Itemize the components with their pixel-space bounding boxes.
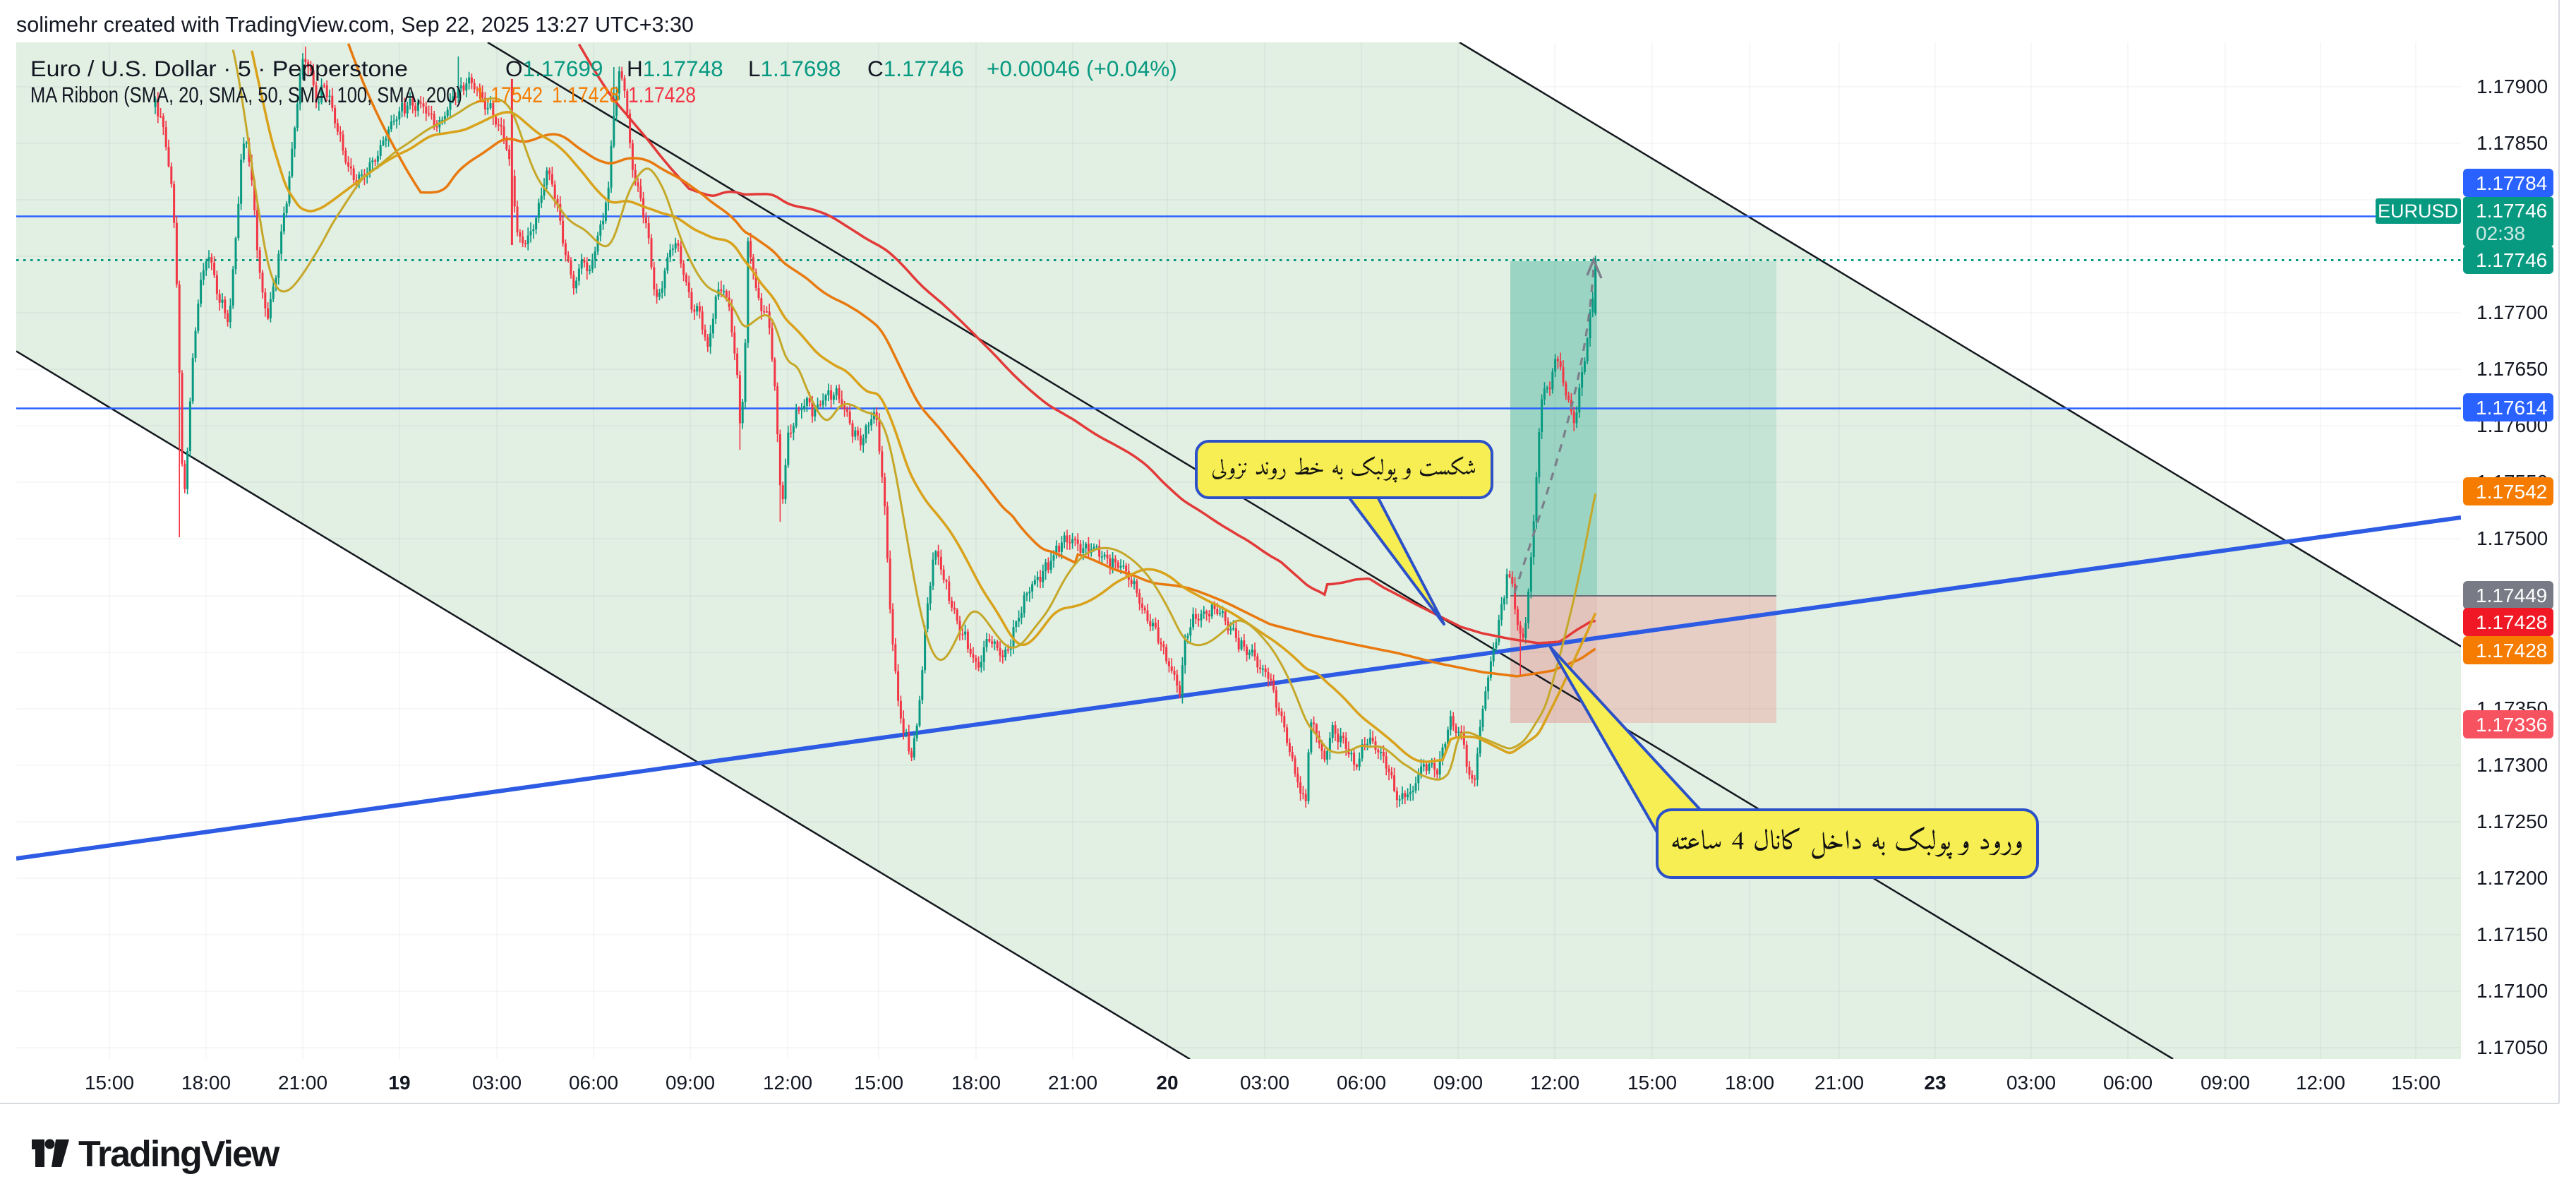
svg-text:12:00: 12:00 — [1530, 1072, 1579, 1094]
svg-text:+0.00046 (+0.04%): +0.00046 (+0.04%) — [987, 56, 1177, 81]
svg-text:1.17542: 1.17542 — [475, 82, 543, 107]
svg-text:L1.17698: L1.17698 — [748, 56, 841, 81]
svg-text:1.17428: 1.17428 — [2476, 640, 2547, 662]
svg-text:TradingView: TradingView — [78, 1134, 280, 1175]
svg-text:18:00: 18:00 — [181, 1072, 231, 1094]
svg-text:06:00: 06:00 — [569, 1072, 618, 1094]
svg-text:18:00: 18:00 — [951, 1072, 1001, 1094]
svg-text:solimehr created with TradingV: solimehr created with TradingView.com, S… — [16, 13, 694, 37]
svg-text:EURUSD: EURUSD — [2378, 200, 2458, 222]
svg-text:15:00: 15:00 — [85, 1072, 134, 1094]
svg-text:15:00: 15:00 — [854, 1072, 903, 1094]
svg-text:1.17150: 1.17150 — [2476, 923, 2548, 945]
svg-text:1.17784: 1.17784 — [2476, 172, 2547, 194]
svg-text:09:00: 09:00 — [1433, 1072, 1483, 1094]
svg-text:06:00: 06:00 — [1337, 1072, 1386, 1094]
svg-text:18:00: 18:00 — [1725, 1072, 1774, 1094]
svg-text:21:00: 21:00 — [1048, 1072, 1097, 1094]
svg-text:09:00: 09:00 — [666, 1072, 715, 1094]
svg-text:1.17428: 1.17428 — [628, 82, 696, 107]
svg-text:03:00: 03:00 — [1240, 1072, 1289, 1094]
svg-text:1.17428: 1.17428 — [552, 82, 620, 107]
svg-text:21:00: 21:00 — [1814, 1072, 1864, 1094]
svg-text:1.17614: 1.17614 — [2476, 397, 2547, 419]
svg-text:12:00: 12:00 — [763, 1072, 812, 1094]
svg-text:1.17542: 1.17542 — [2476, 481, 2547, 503]
svg-text:1.17650: 1.17650 — [2476, 358, 2548, 380]
svg-text:1.17746: 1.17746 — [2476, 249, 2547, 271]
svg-text:1.17900: 1.17900 — [2476, 76, 2548, 97]
svg-text:1.17746: 1.17746 — [2476, 200, 2547, 222]
svg-text:23: 23 — [1924, 1072, 1946, 1094]
svg-text:15:00: 15:00 — [1627, 1072, 1677, 1094]
svg-text:1.17336: 1.17336 — [2476, 714, 2547, 736]
svg-text:1.17850: 1.17850 — [2476, 132, 2548, 154]
svg-text:MA Ribbon (SMA, 20, SMA, 50, S: MA Ribbon (SMA, 20, SMA, 50, SMA, 100, S… — [30, 82, 462, 107]
svg-text:1.17300: 1.17300 — [2476, 754, 2548, 776]
svg-text:15:00: 15:00 — [2391, 1072, 2440, 1094]
svg-text:03:00: 03:00 — [2006, 1072, 2056, 1094]
svg-text:1.17449: 1.17449 — [2476, 585, 2547, 606]
svg-text:09:00: 09:00 — [2201, 1072, 2250, 1094]
svg-text:C1.17746: C1.17746 — [867, 56, 964, 81]
svg-text:Euro / U.S. Dollar · 5 · Peppe: Euro / U.S. Dollar · 5 · Pepperstone — [30, 56, 408, 81]
svg-text:19: 19 — [388, 1072, 410, 1094]
svg-text:O1.17699: O1.17699 — [505, 56, 603, 81]
svg-text:1.17050: 1.17050 — [2476, 1036, 2548, 1058]
svg-text:1.17200: 1.17200 — [2476, 867, 2548, 889]
svg-text:03:00: 03:00 — [472, 1072, 522, 1094]
svg-text:12:00: 12:00 — [2296, 1072, 2345, 1094]
svg-text:20: 20 — [1156, 1072, 1178, 1094]
svg-text:21:00: 21:00 — [278, 1072, 327, 1094]
svg-text:1.17250: 1.17250 — [2476, 810, 2548, 832]
svg-text:06:00: 06:00 — [2103, 1072, 2153, 1094]
svg-text:02:38: 02:38 — [2476, 222, 2525, 244]
svg-text:1.17428: 1.17428 — [2476, 611, 2547, 633]
svg-text:1.17100: 1.17100 — [2476, 980, 2548, 1002]
svg-text:1.17500: 1.17500 — [2476, 527, 2548, 549]
svg-text:H1.17748: H1.17748 — [627, 56, 723, 81]
svg-text:1.17700: 1.17700 — [2476, 301, 2548, 323]
